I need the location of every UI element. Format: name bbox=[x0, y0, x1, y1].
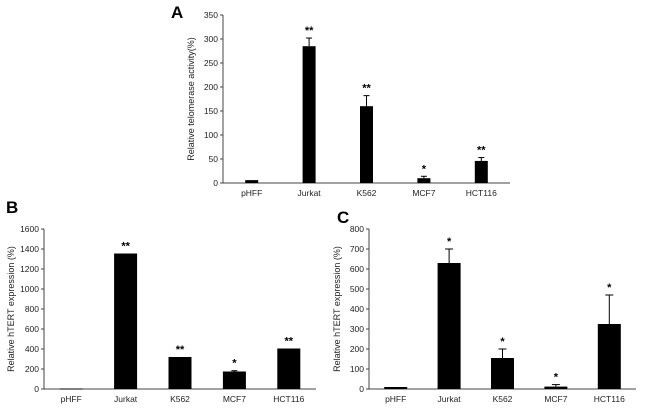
y-tick-label: 600 bbox=[25, 324, 39, 334]
y-tick-label: 700 bbox=[350, 244, 364, 254]
x-tick-label: MCF7 bbox=[223, 394, 246, 404]
y-tick-label: 400 bbox=[350, 304, 364, 314]
bar-hct116 bbox=[474, 160, 488, 183]
x-tick-label: K562 bbox=[170, 394, 190, 404]
x-tick-label: Jurkat bbox=[438, 394, 462, 404]
y-tick-label: 300 bbox=[350, 324, 364, 334]
y-axis-label: Relative hTERT expression (%) bbox=[332, 246, 342, 372]
bar-jurkat bbox=[437, 263, 461, 389]
x-tick-label: K562 bbox=[493, 394, 513, 404]
y-tick-label: 1600 bbox=[20, 224, 39, 234]
y-tick-label: 0 bbox=[213, 178, 218, 188]
significance-marker: ** bbox=[176, 344, 185, 356]
panel-c: C Relative hTERT expression (%) 0 100 200 3… bbox=[332, 208, 636, 404]
x-tick-label: HCT116 bbox=[594, 394, 625, 404]
bar-k562 bbox=[491, 358, 514, 389]
bar-mcf7 bbox=[417, 178, 431, 183]
significance-marker: ** bbox=[477, 145, 486, 157]
bar-phff bbox=[245, 180, 259, 183]
significance-marker: * bbox=[500, 336, 505, 348]
bar-k562 bbox=[168, 357, 192, 389]
x-tick-label: Jurkat bbox=[298, 188, 322, 198]
y-tick-label: 800 bbox=[25, 304, 39, 314]
significance-marker: ** bbox=[362, 83, 371, 95]
x-tick-label: MCF7 bbox=[412, 188, 435, 198]
y-tick-label: 50 bbox=[209, 154, 219, 164]
x-tick-label: HCT116 bbox=[273, 394, 304, 404]
x-tick-label: HCT116 bbox=[466, 188, 497, 198]
significance-marker: * bbox=[422, 163, 427, 175]
panel-b: B Relative hTERT expression (%) 0 200 400 6… bbox=[6, 198, 316, 404]
y-tick-label: 100 bbox=[350, 364, 364, 374]
y-tick-label: 0 bbox=[359, 384, 364, 394]
panel-letter-a: A bbox=[171, 3, 183, 22]
panel-letter-b: B bbox=[6, 198, 18, 217]
y-tick-label: 800 bbox=[350, 224, 364, 234]
bar-jurkat bbox=[302, 46, 316, 184]
bar-mcf7 bbox=[544, 386, 568, 389]
significance-marker: * bbox=[607, 282, 612, 294]
x-tick-label: Jurkat bbox=[114, 394, 138, 404]
y-tick-label: 300 bbox=[204, 34, 218, 44]
y-tick-label: 400 bbox=[25, 344, 39, 354]
significance-marker: * bbox=[232, 358, 237, 370]
significance-marker: ** bbox=[285, 336, 294, 348]
y-tick-label: 600 bbox=[350, 264, 364, 274]
y-axis-label: Relative telomerase activity(%) bbox=[186, 37, 196, 161]
y-axis-label: Relative hTERT expression (%) bbox=[6, 246, 16, 372]
x-tick-label: MCF7 bbox=[544, 394, 567, 404]
panel-letter-c: C bbox=[337, 208, 349, 227]
panel-a: A Relative telomerase activity(%) 0 50 100… bbox=[171, 3, 510, 198]
significance-marker: ** bbox=[305, 25, 314, 37]
bar-phff bbox=[384, 387, 408, 389]
significance-marker: ** bbox=[121, 241, 130, 253]
bar-mcf7 bbox=[222, 371, 246, 389]
bar-jurkat bbox=[114, 253, 138, 389]
y-tick-label: 250 bbox=[204, 58, 218, 68]
y-tick-label: 200 bbox=[350, 344, 364, 354]
y-tick-label: 200 bbox=[25, 364, 39, 374]
bar-phff bbox=[59, 388, 83, 390]
y-tick-label: 500 bbox=[350, 284, 364, 294]
y-tick-label: 150 bbox=[204, 106, 218, 116]
x-tick-label: pHFF bbox=[385, 394, 406, 404]
bar-k562 bbox=[360, 106, 373, 183]
significance-marker: * bbox=[554, 372, 559, 384]
y-tick-label: 350 bbox=[204, 10, 218, 20]
x-tick-label: pHFF bbox=[61, 394, 82, 404]
y-tick-label: 1000 bbox=[20, 284, 39, 294]
bar-hct116 bbox=[277, 348, 301, 389]
x-tick-label: pHFF bbox=[241, 188, 262, 198]
bar-hct116 bbox=[597, 324, 621, 389]
y-tick-label: 1400 bbox=[20, 244, 39, 254]
significance-marker: * bbox=[447, 236, 452, 248]
y-tick-label: 1200 bbox=[20, 264, 39, 274]
x-tick-label: K562 bbox=[357, 188, 377, 198]
y-tick-label: 0 bbox=[34, 384, 39, 394]
y-tick-label: 200 bbox=[204, 82, 218, 92]
y-tick-label: 100 bbox=[204, 130, 218, 140]
